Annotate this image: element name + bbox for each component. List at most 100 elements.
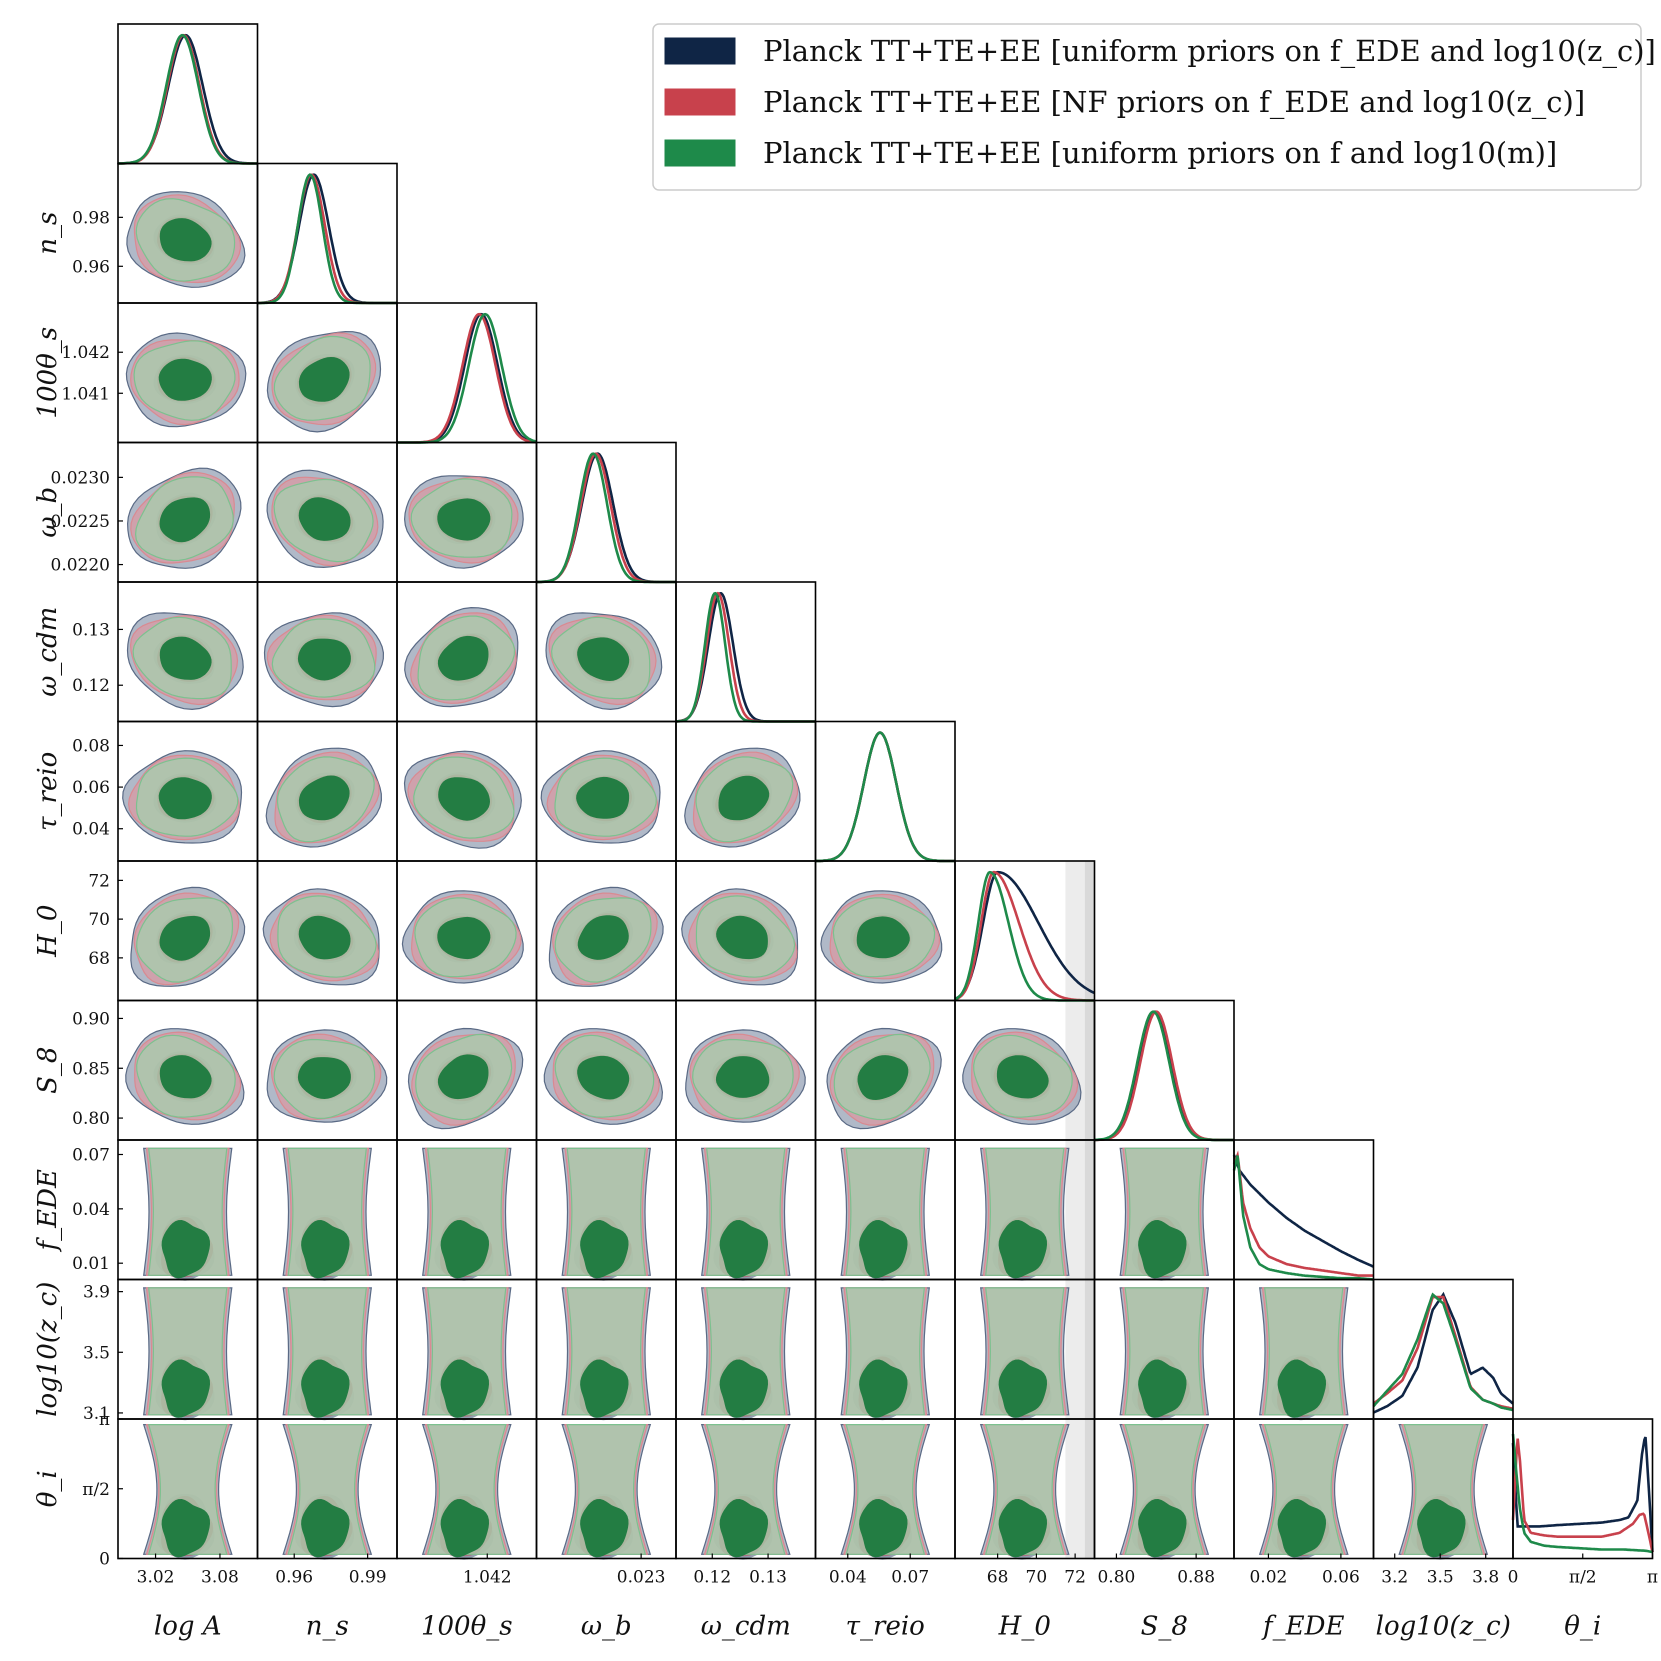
y-tick-label: 0.0225 xyxy=(51,512,110,532)
y-axis-label-omegacdm: ω_cdm xyxy=(33,607,63,697)
y-tick-label: 0.04 xyxy=(72,1200,110,1220)
contour-68-2 xyxy=(301,1220,350,1279)
legend-entry-1: Planck TT+TE+EE [NF priors on f_EDE and … xyxy=(763,85,1585,120)
y-tick-label: 0.13 xyxy=(72,620,110,640)
contour-panel-H0-vs-omegacdm xyxy=(681,888,799,986)
x-tick-label: 3.02 xyxy=(137,1568,175,1588)
marginal-curve-0 xyxy=(815,731,955,863)
contour-68-2 xyxy=(301,1359,350,1418)
contour-68-2 xyxy=(859,1220,908,1279)
contour-68-2 xyxy=(576,776,630,819)
legend-box xyxy=(652,23,1642,191)
contour-68-2 xyxy=(158,777,212,820)
contour-68-2 xyxy=(716,915,768,960)
x-axis-label-omegacdm: ω_cdm xyxy=(701,1612,791,1642)
y-tick-label: 3.9 xyxy=(83,1283,110,1303)
x-tick-label: π xyxy=(1647,1568,1658,1588)
contour-68-2 xyxy=(1138,1499,1187,1558)
y-axis-label-tau: τ_reio xyxy=(33,752,63,831)
x-tick-label: 0.12 xyxy=(693,1568,731,1588)
contour-68-2 xyxy=(440,1220,489,1279)
x-axis-label-fEDE: f_EDE xyxy=(1261,1612,1344,1642)
contour-68-2 xyxy=(577,915,629,960)
x-axis-label-S8: S_8 xyxy=(1141,1612,1188,1642)
x-tick-label: 3.2 xyxy=(1381,1568,1408,1588)
marginal-theta xyxy=(397,312,537,444)
x-axis-label-logzc: log10(z_c) xyxy=(1376,1612,1511,1642)
contour-68-2 xyxy=(301,1499,350,1558)
marginal-curve-1 xyxy=(257,173,397,305)
contour-68-2 xyxy=(857,1055,909,1100)
contour-68-2 xyxy=(718,775,770,821)
marginal-curve-1 xyxy=(815,731,955,863)
marginal-curve-2 xyxy=(1232,1155,1374,1281)
contour-68-2 xyxy=(859,1499,908,1558)
contour-panel-logzc-vs-omegacdm xyxy=(701,1287,791,1421)
y-tick-label: 0.01 xyxy=(72,1254,110,1274)
contour-68-2 xyxy=(580,1499,629,1558)
marginal-curve-1 xyxy=(1232,1150,1374,1277)
x-tick-label: 0.99 xyxy=(349,1568,387,1588)
contour-panel-H0-vs-tau xyxy=(820,890,943,984)
panel-frame xyxy=(535,441,677,583)
contour-68-2 xyxy=(297,638,351,681)
y-tick-label: 0.98 xyxy=(72,208,110,228)
marginal-curve-2 xyxy=(815,731,955,863)
contour-68-2 xyxy=(438,777,490,821)
contour-panel-omegacdm-vs-ns xyxy=(263,612,385,708)
contour-panel-H0-vs-ns xyxy=(262,888,380,986)
marginal-fEDE xyxy=(1232,1150,1375,1281)
marginal-omegacdm xyxy=(675,591,816,723)
marginal-thetai xyxy=(1511,1433,1654,1554)
contour-68-2 xyxy=(719,1499,768,1558)
h0-band xyxy=(1084,1279,1095,1419)
contour-68-2 xyxy=(859,1359,908,1418)
h0-band xyxy=(1084,1419,1095,1559)
y-tick-label: 0.0230 xyxy=(51,468,110,488)
contour-panel-fEDE-vs-H0 xyxy=(980,1147,1070,1281)
marginal-curve-0 xyxy=(1372,1291,1514,1414)
contour-panel-thetai-vs-omegab xyxy=(561,1424,652,1560)
x-tick-label: 72 xyxy=(1064,1568,1086,1588)
legend-swatch-1 xyxy=(664,88,736,116)
contour-68-2 xyxy=(298,357,350,402)
x-tick-label: 0.06 xyxy=(1322,1568,1360,1588)
x-tick-label: 3.8 xyxy=(1472,1568,1499,1588)
contour-68-2 xyxy=(159,636,212,680)
contour-panel-tau-vs-theta xyxy=(403,750,522,849)
contour-panel-thetai-vs-S8 xyxy=(1119,1424,1210,1560)
contour-panel-S8-vs-omegacdm xyxy=(685,1029,806,1123)
marginal-curve-2 xyxy=(1372,1292,1514,1412)
contour-68-2 xyxy=(719,1220,768,1279)
contour-panel-logzc-vs-logA xyxy=(143,1287,233,1421)
contour-panel-fEDE-vs-omegacdm xyxy=(701,1147,791,1281)
x-tick-label: 0.04 xyxy=(829,1568,867,1588)
y-tick-label: 0.85 xyxy=(72,1059,110,1079)
contour-panel-S8-vs-H0 xyxy=(962,1028,1082,1125)
contour-68-2 xyxy=(437,498,491,541)
h0-band xyxy=(1084,1140,1095,1280)
contour-panel-S8-vs-logA xyxy=(125,1028,245,1125)
y-tick-label: 0.08 xyxy=(72,736,110,756)
y-tick-label: 0 xyxy=(99,1550,110,1570)
marginal-curve-0 xyxy=(118,33,258,165)
contour-68-2 xyxy=(1138,1359,1187,1418)
contour-panel-ns-vs-logA xyxy=(126,191,246,288)
contour-panel-thetai-vs-fEDE xyxy=(1258,1424,1349,1560)
y-tick-label: 1.041 xyxy=(61,384,110,404)
h0-band xyxy=(1065,861,1085,1001)
x-axis-label-tau: τ_reio xyxy=(846,1612,925,1642)
contour-68-2 xyxy=(998,1359,1047,1418)
x-axis-label-ns: n_s xyxy=(306,1612,349,1642)
h0-band xyxy=(1065,1140,1085,1280)
contour-panel-omegab-vs-ns xyxy=(266,469,384,569)
contour-68-2 xyxy=(1277,1359,1326,1418)
contour-panel-S8-vs-ns xyxy=(266,1029,388,1123)
contour-panel-logzc-vs-fEDE xyxy=(1259,1287,1349,1421)
marginal-S8 xyxy=(1094,1010,1234,1142)
contour-panel-omegacdm-vs-theta xyxy=(404,606,519,708)
x-axis-label-omegab: ω_b xyxy=(581,1612,632,1642)
marginal-curve-1 xyxy=(1094,1010,1234,1142)
legend-swatch-2 xyxy=(664,139,736,167)
